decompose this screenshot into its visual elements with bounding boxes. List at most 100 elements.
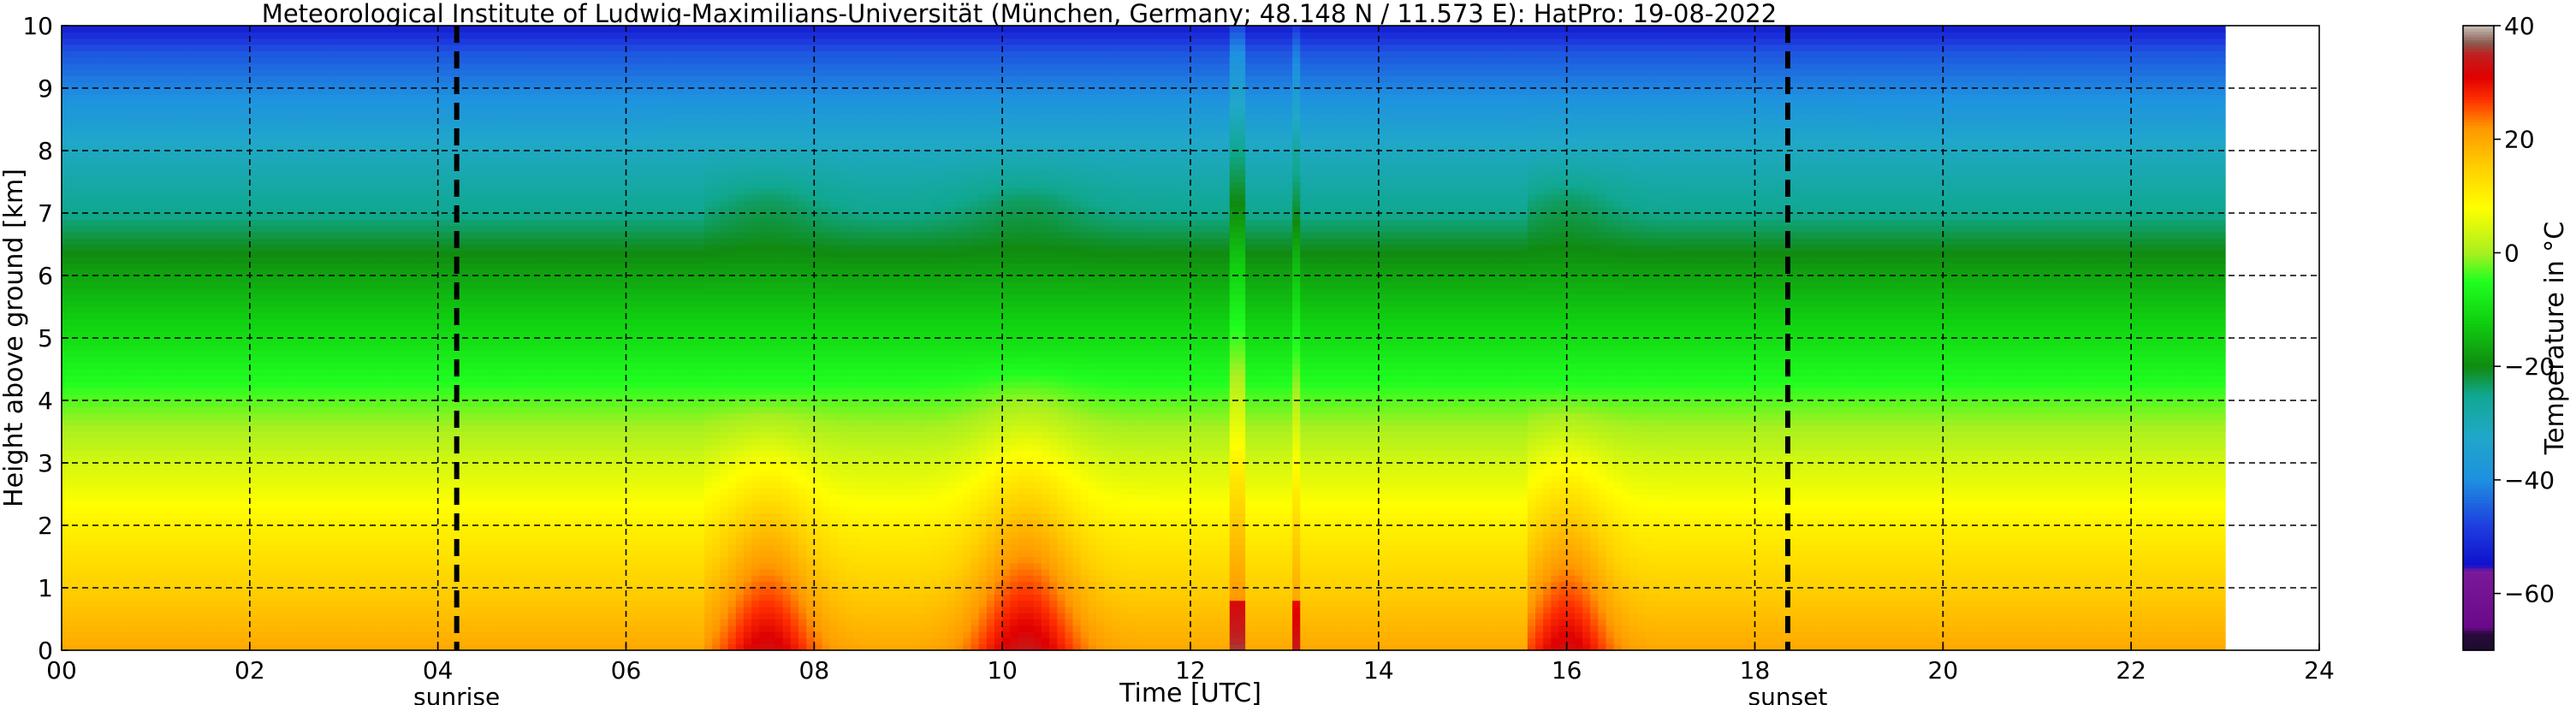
heatmap-cell [234, 138, 243, 145]
heatmap-cell [140, 501, 149, 507]
heatmap-cell [124, 406, 133, 413]
heatmap-cell [69, 344, 78, 351]
heatmap-cell [116, 194, 125, 201]
heatmap-cell [226, 163, 234, 170]
heatmap-cell [140, 388, 149, 394]
heatmap-cell [250, 113, 258, 120]
heatmap-cell [101, 157, 110, 163]
heatmap-cell [359, 88, 368, 95]
heatmap-cell [124, 637, 133, 644]
heatmap-cell [352, 388, 360, 394]
heatmap-cell [414, 281, 423, 288]
heatmap-cell [328, 569, 336, 576]
heatmap-cell [242, 188, 251, 195]
heatmap-cell [281, 625, 289, 632]
heatmap-cell [297, 26, 306, 33]
heatmap-cell [93, 75, 102, 82]
heatmap-cell [242, 631, 251, 638]
heatmap-cell [250, 294, 258, 301]
heatmap-cell [367, 463, 376, 470]
heatmap-cell [163, 94, 172, 101]
heatmap-cell [218, 120, 227, 127]
heatmap-cell [391, 107, 400, 114]
heatmap-cell [116, 219, 125, 226]
heatmap-cell [163, 495, 172, 501]
heatmap-cell [430, 194, 439, 201]
heatmap-cell [422, 425, 430, 432]
heatmap-cell [195, 245, 204, 252]
heatmap-cell [407, 238, 415, 245]
heatmap-cell [422, 444, 430, 451]
heatmap-cell [211, 344, 219, 351]
heatmap-cell [305, 488, 313, 495]
heatmap-cell [352, 44, 360, 51]
heatmap-cell [132, 300, 140, 307]
heatmap-cell [62, 444, 70, 451]
heatmap-cell [203, 325, 211, 332]
heatmap-cell [344, 251, 353, 258]
heatmap-cell [156, 251, 164, 258]
heatmap-cell [62, 382, 70, 388]
heatmap-cell [116, 419, 125, 426]
heatmap-cell [320, 163, 329, 170]
heatmap-cell [320, 226, 329, 233]
heatmap-cell [163, 376, 172, 382]
heatmap-cell [422, 376, 430, 382]
heatmap-cell [297, 213, 306, 220]
heatmap-cell [320, 120, 329, 127]
heatmap-cell [399, 370, 407, 376]
heatmap-cell [140, 325, 149, 332]
heatmap-cell [171, 531, 180, 538]
heatmap-cell [187, 438, 196, 445]
heatmap-cell [124, 245, 133, 252]
heatmap-cell [85, 400, 93, 407]
heatmap-cell [250, 175, 258, 182]
heatmap-cell [85, 531, 93, 538]
heatmap-cell [109, 50, 117, 57]
heatmap-cell [312, 631, 321, 638]
heatmap-cell [234, 463, 243, 470]
heatmap-cell [258, 637, 266, 644]
heatmap-cell [250, 288, 258, 295]
heatmap-cell [156, 557, 164, 564]
heatmap-cell [226, 607, 234, 613]
heatmap-cell [407, 488, 415, 495]
heatmap-cell [265, 226, 274, 233]
heatmap-cell [101, 194, 110, 201]
heatmap-cell [77, 575, 86, 582]
heatmap-cell [320, 438, 329, 445]
heatmap-cell [171, 488, 180, 495]
heatmap-cell [77, 245, 86, 252]
heatmap-cell [226, 88, 234, 95]
heatmap-cell [399, 544, 407, 551]
heatmap-cell [265, 619, 274, 626]
heatmap-cell [234, 382, 243, 388]
heatmap-cell [116, 463, 125, 470]
heatmap-cell [85, 325, 93, 332]
heatmap-cell [124, 432, 133, 439]
heatmap-cell [226, 120, 234, 127]
heatmap-cell [234, 75, 243, 82]
heatmap-cell [62, 557, 70, 564]
heatmap-cell [289, 531, 298, 538]
heatmap-cell [265, 251, 274, 258]
heatmap-cell [242, 226, 251, 233]
heatmap-cell [273, 200, 282, 207]
heatmap-cell [187, 444, 196, 451]
heatmap-cell [399, 400, 407, 407]
heatmap-cell [69, 563, 78, 570]
heatmap-cell [367, 69, 376, 76]
heatmap-cell [407, 538, 415, 545]
heatmap-cell [211, 200, 219, 207]
heatmap-cell [148, 601, 157, 607]
heatmap-cell [430, 300, 439, 307]
heatmap-cell [77, 169, 86, 176]
heatmap-cell [226, 531, 234, 538]
heatmap-cell [203, 469, 211, 476]
heatmap-cell [62, 419, 70, 426]
heatmap-cell [124, 319, 133, 326]
heatmap-cell [250, 107, 258, 114]
heatmap-cell [273, 400, 282, 407]
heatmap-cell [344, 463, 353, 470]
heatmap-cell [297, 32, 306, 39]
